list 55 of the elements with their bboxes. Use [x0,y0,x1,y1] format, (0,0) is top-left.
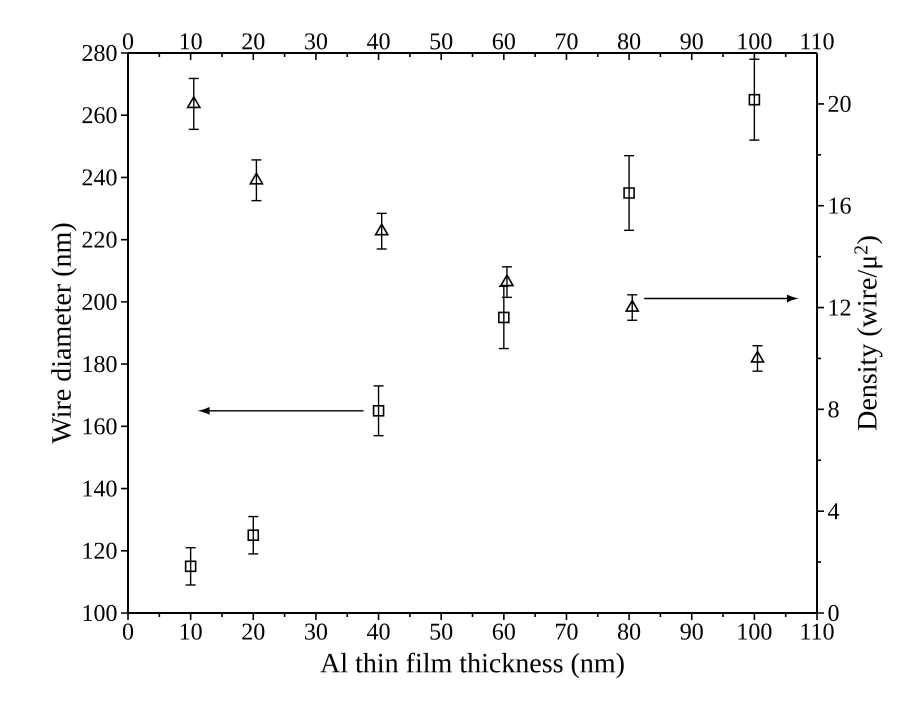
point [247,529,260,542]
x-tick-label: 20 [242,624,264,640]
y2-tick-label: 12 [830,300,850,316]
x-tick-label: 40 [367,624,390,640]
x2-tick-label: 30 [305,33,328,50]
y-axis-title: Wire diameter (nm) [51,224,77,444]
y-tick-label: 220 [82,232,117,248]
y-tick-label: 160 [84,418,117,434]
y2-tick-label: 0 [828,604,839,622]
y2-tick-label: 4 [828,503,840,520]
y-tick-label: 100 [84,604,117,622]
y2-axis-title: Density (wire/μ$^{2}$) [854,236,882,430]
x2-tick-label: 70 [556,33,578,50]
x2-tick-label: 60 [492,33,515,50]
point [748,94,760,106]
y2-tick-label: 20 [828,96,851,112]
point [750,350,764,363]
x-tick-label: 100 [738,624,772,640]
x-tick-label: 60 [492,624,515,640]
y-tick-label: 260 [82,107,117,124]
point [186,96,201,108]
x2-tick-label: 50 [430,33,452,50]
point [250,172,264,185]
point [374,223,389,236]
point [623,187,635,199]
point [500,274,514,286]
x-tick-label: 0 [122,624,134,640]
x2-tick-label: 90 [680,33,703,50]
x2-tick-label: 80 [618,33,640,50]
point [625,300,640,312]
y2-tick-label: 16 [830,198,851,214]
x-axis-title: Al thin film thickness (nm) [320,652,624,678]
y-tick-label: 140 [84,480,117,497]
point [498,312,510,324]
x-tick-label: 30 [305,624,327,640]
y-tick-label: 180 [84,356,117,372]
x2-tick-label: 20 [242,33,264,50]
x-tick-label: 110 [802,624,834,640]
x-tick-label: 70 [556,624,578,640]
point [372,404,384,417]
y-tick-label: 120 [84,542,117,559]
x2-tick-label: 40 [367,33,390,50]
y-tick-label: 240 [82,169,117,186]
x-tick-label: 10 [180,624,202,640]
x2-tick-label: 100 [738,33,772,50]
y-tick-label: 200 [82,294,117,310]
x2-tick-label: 110 [802,33,834,50]
x-tick-label: 50 [430,624,452,640]
x2-tick-label: 10 [180,33,202,50]
x-tick-label: 90 [680,624,703,640]
y-tick-label: 280 [82,44,117,62]
point [184,560,196,572]
x2-tick-label: 0 [122,33,134,50]
y2-tick-label: 8 [828,401,839,418]
x-tick-label: 80 [618,624,640,640]
